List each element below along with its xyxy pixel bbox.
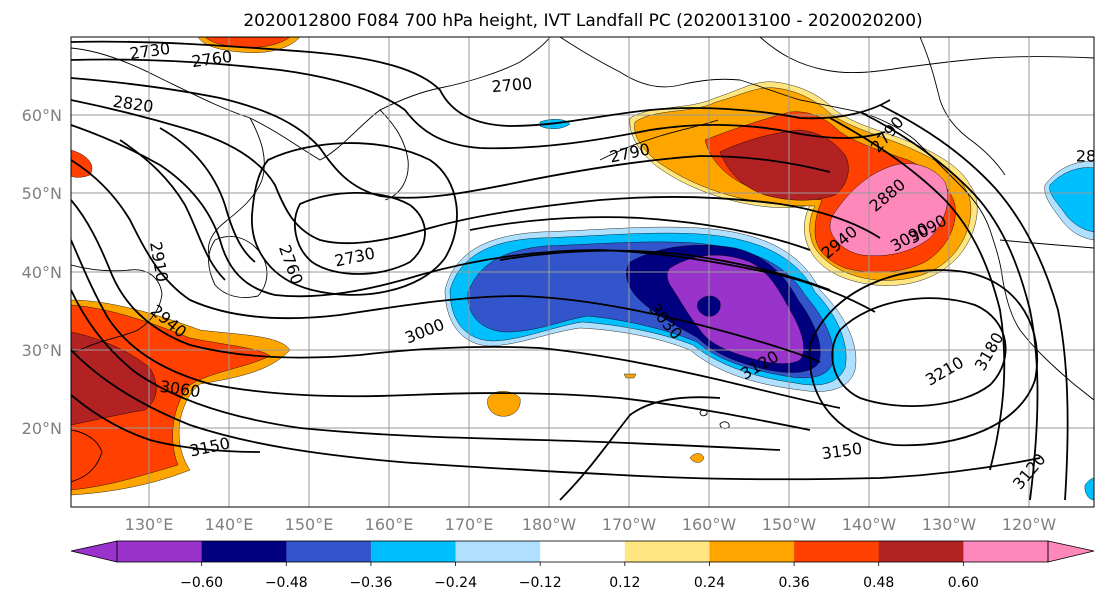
colorbar-segment: [286, 541, 372, 562]
colorbar-segment: [540, 541, 626, 562]
latitude-labels: 60°N 50°N 40°N 30°N 20°N: [22, 106, 62, 438]
latitude-label: 50°N: [22, 184, 62, 203]
colorbar: −0.60 −0.48 −0.36 −0.24 −0.12 0.12 0.24 0.36 0.4…: [70, 540, 1095, 591]
longitude-label: 180°W: [522, 515, 577, 534]
longitude-label: 130°E: [125, 515, 174, 534]
colorbar-segment: [455, 541, 541, 562]
coastline-asia-coast: [71, 37, 551, 161]
longitude-label: 160°E: [365, 515, 414, 534]
colorbar-tick-label: 0.60: [948, 575, 979, 591]
height-contour-line: [859, 111, 1039, 501]
colorbar-segment: [117, 541, 203, 562]
height-contour-line: [71, 99, 881, 245]
ivt-fill-mid-pacific-blob-orange: [487, 391, 521, 417]
coastline-taiwan-philippines: [71, 429, 103, 483]
height-contours: [71, 40, 1069, 501]
height-contour-line: [71, 199, 841, 409]
colorbar-segment: [370, 541, 457, 562]
height-contour-line: [469, 216, 811, 251]
height-contour-line: [159, 127, 256, 263]
colorbar-segment: [201, 541, 287, 562]
height-contour-line: [879, 104, 1069, 501]
height-contour-line: [559, 396, 721, 501]
height-contour-line: [829, 117, 1006, 471]
latitude-label: 40°N: [22, 263, 62, 282]
ivt-fill-canada-sky: [1049, 167, 1094, 233]
ivt-fill-small-orange-2: [623, 373, 637, 379]
latitude-label: 30°N: [22, 341, 62, 360]
ivt-fill-gulf-darkred: [719, 129, 849, 201]
figure-title: 2020012800 F084 700 hPa height, IVT Land…: [243, 11, 922, 31]
coastline-na-boundary: [999, 239, 1094, 249]
longitude-label: 150°E: [285, 515, 334, 534]
colorbar-segment: [794, 541, 880, 562]
height-contour-line: [71, 159, 821, 363]
colorbar-tick-label: −0.48: [265, 575, 308, 591]
map-frame: [70, 36, 1095, 508]
contour-label: 28: [1076, 147, 1096, 166]
colorbar-outline: [116, 540, 1049, 563]
colorbar-tick-label: 0.36: [779, 575, 810, 591]
longitude-labels: 130°E 140°E 150°E 160°E 170°E 180°W 170°W 160°W…: [125, 515, 1057, 534]
colorbar-extend-min: [70, 540, 118, 563]
latitude-label: 20°N: [22, 419, 62, 438]
height-contour-line: [831, 297, 1007, 407]
height-contour-line: [71, 58, 886, 150]
height-contour-line: [119, 139, 226, 281]
height-contour-line: [808, 269, 1039, 447]
colorbar-tick-label: −0.12: [519, 575, 562, 591]
colorbar-segment: [963, 541, 1049, 562]
longitude-label: 170°W: [602, 515, 657, 534]
coastline-alaska-interior: [759, 37, 1094, 74]
colorbar-segment: [624, 541, 710, 562]
colorbar-tick-label: 0.24: [694, 575, 725, 591]
height-contour-line: [71, 40, 891, 127]
ivt-fill-west-pacific-darkred: [71, 331, 157, 426]
longitude-label: 160°W: [682, 515, 737, 534]
ivt-fill-central-purple: [667, 254, 804, 364]
height-contour-line: [499, 249, 831, 291]
coastline-korea-china: [71, 264, 163, 353]
longitude-label: 130°W: [922, 515, 977, 534]
ivt-fill-small-orange-1: [689, 453, 705, 463]
longitude-label: 140°W: [842, 515, 897, 534]
colorbar-segment: [878, 541, 964, 562]
graticule: [71, 37, 1094, 507]
longitude-label: 140°E: [205, 515, 254, 534]
longitude-label: 150°W: [762, 515, 817, 534]
ivt-fill-gulf-pink: [829, 163, 948, 256]
ivt-fill-sw-corner-blue: [1084, 477, 1094, 501]
contour-label: 2700: [491, 74, 533, 96]
height-contour-line: [71, 289, 781, 451]
height-contour-line: [71, 394, 261, 453]
latitude-label: 60°N: [22, 106, 62, 125]
height-contour-line: [251, 142, 458, 296]
longitude-label: 120°W: [1002, 515, 1057, 534]
colorbar-tick-label: −0.60: [180, 575, 223, 591]
colorbar-tick-label: −0.36: [349, 575, 392, 591]
height-contour-line: [71, 124, 876, 313]
coastline-sea-of-okhotsk-shore: [207, 117, 265, 259]
colorbar-tick-label: 0.12: [609, 575, 640, 591]
colorbar-extend-max: [1047, 540, 1095, 563]
height-contour-line: [71, 349, 1041, 481]
height-contour-line: [293, 192, 426, 275]
colorbar-tick-label: −0.24: [434, 575, 477, 591]
colorbar-tick-label: 0.48: [863, 575, 894, 591]
longitude-label: 170°E: [445, 515, 494, 534]
colorbar-segment: [709, 541, 795, 562]
